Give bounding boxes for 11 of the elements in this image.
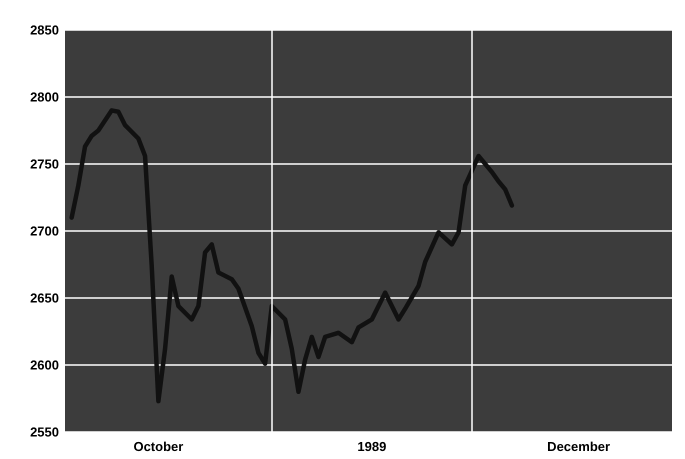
y-tick-label: 2600 — [30, 358, 59, 372]
x-tick-label: December — [547, 439, 610, 454]
y-tick-label: 2650 — [30, 290, 59, 306]
y-tick-label: 2800 — [30, 90, 59, 104]
line-series — [69, 108, 514, 404]
y-tick-label: 2700 — [30, 224, 59, 238]
x-tick-label: 1989 — [357, 439, 386, 454]
x-tick-label: October — [133, 439, 184, 454]
y-tick-label: 2850 — [30, 22, 59, 38]
y-tick-label: 2750 — [30, 156, 59, 172]
y-tick-label: 2550 — [30, 424, 59, 440]
